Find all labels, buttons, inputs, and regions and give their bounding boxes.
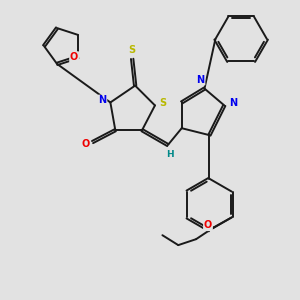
- Text: H: H: [166, 151, 174, 160]
- Text: N: N: [196, 75, 205, 85]
- Text: S: S: [159, 98, 167, 108]
- Text: O: O: [82, 139, 90, 149]
- Text: S: S: [129, 45, 136, 55]
- Text: O: O: [70, 52, 78, 62]
- Text: N: N: [229, 98, 237, 108]
- Text: O: O: [204, 220, 212, 230]
- Text: N: N: [98, 95, 106, 106]
